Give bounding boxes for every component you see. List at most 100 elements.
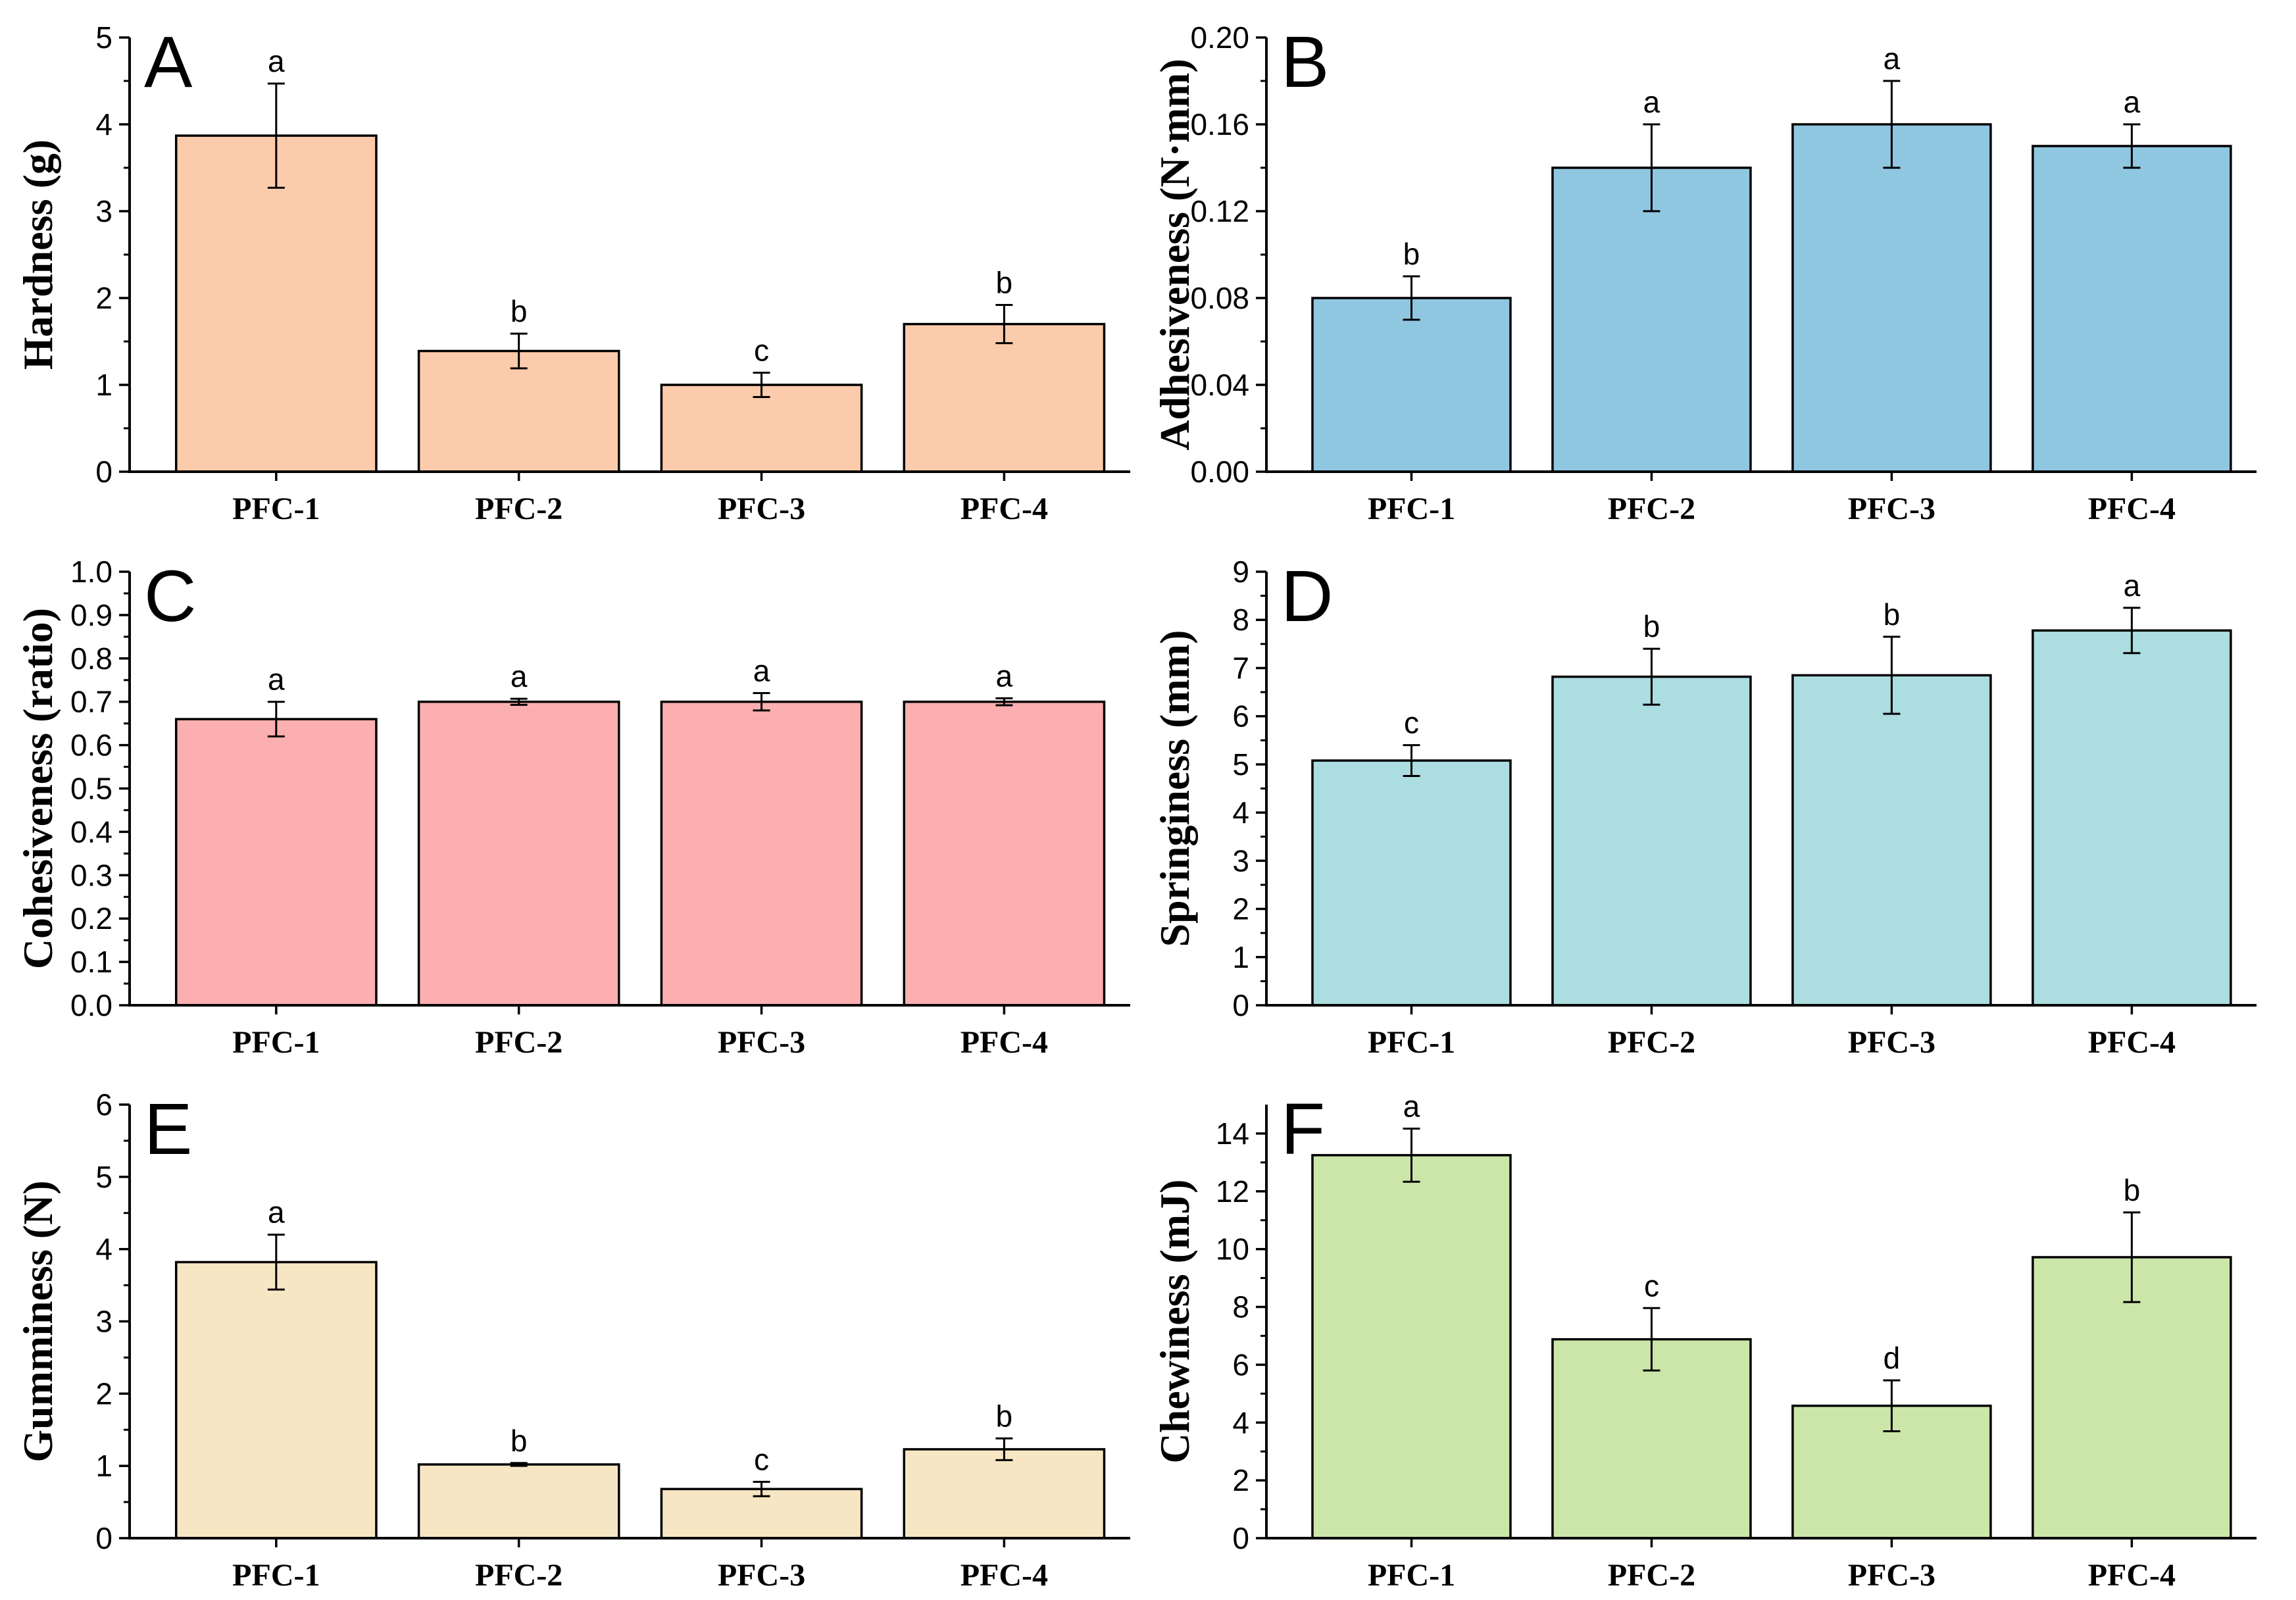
panel-letter: A <box>144 22 193 103</box>
significance-letter: b <box>1643 609 1660 643</box>
category-label: PFC-4 <box>961 1558 1048 1593</box>
bar-pfc-4 <box>2032 145 2232 473</box>
error-bar <box>510 697 528 706</box>
y-tick-label: 6 <box>1232 1347 1249 1382</box>
category-label: PFC-1 <box>232 1558 320 1593</box>
error-bar <box>2123 607 2141 655</box>
category-label: PFC-1 <box>1368 1025 1455 1060</box>
y-tick-label: 0.0 <box>70 988 112 1022</box>
bar-pfc-3 <box>1791 123 1992 473</box>
error-bar <box>510 332 528 370</box>
bar-pfc-4 <box>903 1448 1106 1539</box>
significance-letter: a <box>268 1195 285 1230</box>
significance-letter: c <box>754 334 769 368</box>
category-label: PFC-4 <box>2088 1558 2176 1593</box>
y-tick-label: 0.00 <box>1190 455 1249 489</box>
category-label: PFC-1 <box>1368 491 1455 526</box>
category-label: PFC-2 <box>475 491 562 526</box>
error-bar <box>2123 1211 2141 1303</box>
y-tick-label: 6 <box>95 1088 112 1122</box>
panel-e: a PFC-1 b PFC-2 c PFC-3 b PFC-4 0 1 2 3 4 5 6 Gumminess… <box>14 1088 1130 1593</box>
category-label: PFC-2 <box>475 1025 562 1060</box>
panel-letter: B <box>1281 22 1329 103</box>
y-tick-label: 3 <box>95 194 112 228</box>
y-tick-label: 0 <box>95 1521 112 1555</box>
y-tick-label: 4 <box>1232 795 1249 830</box>
y-axis-title: Gumminess (N) <box>14 1180 61 1462</box>
y-tick-label: 6 <box>1232 699 1249 734</box>
y-tick-label: 4 <box>95 107 112 141</box>
category-label: PFC-1 <box>232 1025 320 1060</box>
significance-letter: a <box>268 662 285 697</box>
significance-letter: b <box>511 294 528 328</box>
y-tick-label: 0.2 <box>70 901 112 936</box>
bar-pfc-1 <box>174 1261 378 1539</box>
error-bar <box>1403 1127 1420 1183</box>
significance-letter: a <box>1403 1089 1420 1123</box>
error-bar <box>1883 80 1901 169</box>
panel-a: a PFC-1 b PFC-2 c PFC-3 b PFC-4 0 1 2 3 4 5 Hardness (… <box>14 20 1130 526</box>
y-tick-label: 0.12 <box>1190 194 1249 228</box>
bar-pfc-4 <box>2032 1256 2232 1539</box>
category-label: PFC-4 <box>961 491 1048 526</box>
y-tick-label: 5 <box>95 20 112 55</box>
y-tick-label: 3 <box>1232 843 1249 878</box>
significance-letter: b <box>996 1399 1013 1433</box>
category-label: PFC-3 <box>718 1558 805 1593</box>
error-bar <box>1643 123 1660 213</box>
y-tick-label: 0.4 <box>70 814 112 849</box>
y-tick-label: 0.3 <box>70 858 112 892</box>
y-axis-title: Adhesiveness (N·mm) <box>1151 59 1198 451</box>
y-tick-label: 0.08 <box>1190 281 1249 315</box>
error-bar <box>753 372 770 398</box>
y-axis-title: Cohesiveness (ratio) <box>14 608 61 969</box>
y-tick-label: 14 <box>1216 1116 1249 1151</box>
significance-letter: b <box>1884 597 1901 632</box>
significance-letter: a <box>511 659 528 693</box>
y-tick-label: 0.9 <box>70 598 112 632</box>
panel-letter: F <box>1281 1089 1325 1170</box>
error-bar <box>753 692 770 712</box>
bar-pfc-4 <box>903 700 1106 1007</box>
significance-letter: c <box>754 1442 769 1476</box>
y-tick-label: 2 <box>95 1376 112 1411</box>
y-tick-label: 1 <box>95 368 112 402</box>
category-label: PFC-2 <box>1608 491 1695 526</box>
bar-pfc-4 <box>903 322 1106 473</box>
y-tick-label: 5 <box>1232 747 1249 782</box>
bar-pfc-1 <box>174 134 378 473</box>
significance-letter: d <box>1884 1341 1901 1375</box>
y-tick-label: 0.7 <box>70 685 112 719</box>
y-tick-label: 0.20 <box>1190 20 1249 55</box>
y-tick-label: 5 <box>95 1160 112 1194</box>
y-tick-label: 1 <box>95 1449 112 1483</box>
bar-pfc-2 <box>417 1463 620 1539</box>
bar-pfc-1 <box>1311 297 1512 473</box>
y-tick-label: 0.8 <box>70 641 112 676</box>
category-label: PFC-1 <box>232 491 320 526</box>
category-label: PFC-2 <box>475 1558 562 1593</box>
bar-pfc-1 <box>1311 1154 1512 1539</box>
bar-pfc-3 <box>660 700 863 1007</box>
bar-pfc-2 <box>1551 1338 1752 1539</box>
y-tick-label: 0.5 <box>70 772 112 806</box>
significance-letter: c <box>1644 1268 1659 1303</box>
y-tick-label: 0.6 <box>70 728 112 762</box>
y-tick-label: 4 <box>1232 1405 1249 1439</box>
significance-letter: a <box>2124 85 2141 119</box>
error-bar <box>2123 123 2141 169</box>
error-bar <box>1643 647 1660 706</box>
significance-letter: a <box>753 654 770 688</box>
significance-letter: a <box>1884 41 1901 76</box>
y-tick-label: 0.04 <box>1190 368 1249 402</box>
significance-letter: a <box>996 659 1013 693</box>
y-tick-label: 4 <box>95 1232 112 1266</box>
error-bar <box>1883 636 1901 715</box>
y-tick-label: 1.0 <box>70 555 112 589</box>
bar-pfc-2 <box>417 700 620 1007</box>
y-tick-label: 12 <box>1216 1174 1249 1209</box>
y-tick-label: 2 <box>95 281 112 315</box>
panel-letter: E <box>144 1089 192 1170</box>
error-bar <box>510 1462 528 1467</box>
panel-d: c PFC-1 b PFC-2 b PFC-3 a PFC-4 0 1 2 3 4 5 6 7 8 9 Spring… <box>1151 555 2257 1060</box>
